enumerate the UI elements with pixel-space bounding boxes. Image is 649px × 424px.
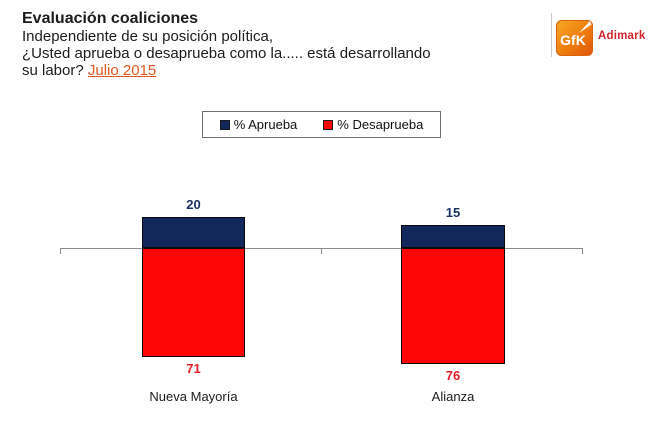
category-label-nueva-mayoria: Nueva Mayoría — [149, 389, 238, 404]
page-title: Evaluación coaliciones — [22, 10, 199, 27]
value-label-desaprueba: 76 — [445, 368, 461, 384]
bar-segment-aprueba — [142, 217, 245, 248]
bar-segment-desaprueba — [142, 248, 245, 357]
bar-segment-aprueba — [401, 225, 505, 248]
bar-group-alianza: 15 76 — [401, 0, 505, 424]
legend-label-aprueba: % Aprueba — [233, 117, 298, 132]
logo-divider — [551, 13, 552, 57]
logo-slash-icon — [579, 21, 592, 33]
axis-tick-left — [60, 248, 61, 254]
value-label-aprueba: 20 — [186, 197, 201, 213]
bar-group-nueva-mayoria: 20 71 — [142, 0, 245, 424]
gfk-logo-icon: GfK — [556, 20, 593, 56]
bar-segment-desaprueba — [401, 248, 505, 365]
header: Evaluación coaliciones Independiente de … — [22, 10, 552, 79]
question-line-3: su labor? Julio 2015 — [22, 62, 552, 79]
value-label-aprueba: 15 — [445, 205, 461, 221]
value-label-desaprueba: 71 — [186, 360, 201, 376]
legend-swatch-aprueba-icon — [219, 119, 230, 130]
legend-swatch-desaprueba-icon — [323, 119, 334, 130]
legend-item-aprueba: % Aprueba — [219, 117, 298, 132]
axis-tick-middle — [321, 248, 322, 254]
question-line-1: Independiente de su posición política, — [22, 28, 274, 45]
adimark-wordmark: Adimark — [598, 30, 646, 42]
date-highlight: Julio 2015 — [87, 62, 157, 79]
category-label-alianza: Alianza — [431, 389, 475, 404]
chart-legend: % Aprueba % Desaprueba — [202, 111, 441, 138]
axis-tick-right — [582, 248, 583, 254]
legend-label-desaprueba: % Desaprueba — [337, 117, 424, 132]
legend-item-desaprueba: % Desaprueba — [323, 117, 423, 132]
question-line-2: ¿Usted aprueba o desaprueba como la.....… — [22, 45, 431, 62]
question-line-3-prefix: su labor? — [22, 62, 88, 79]
gfk-logo-text: GfK — [560, 32, 586, 48]
